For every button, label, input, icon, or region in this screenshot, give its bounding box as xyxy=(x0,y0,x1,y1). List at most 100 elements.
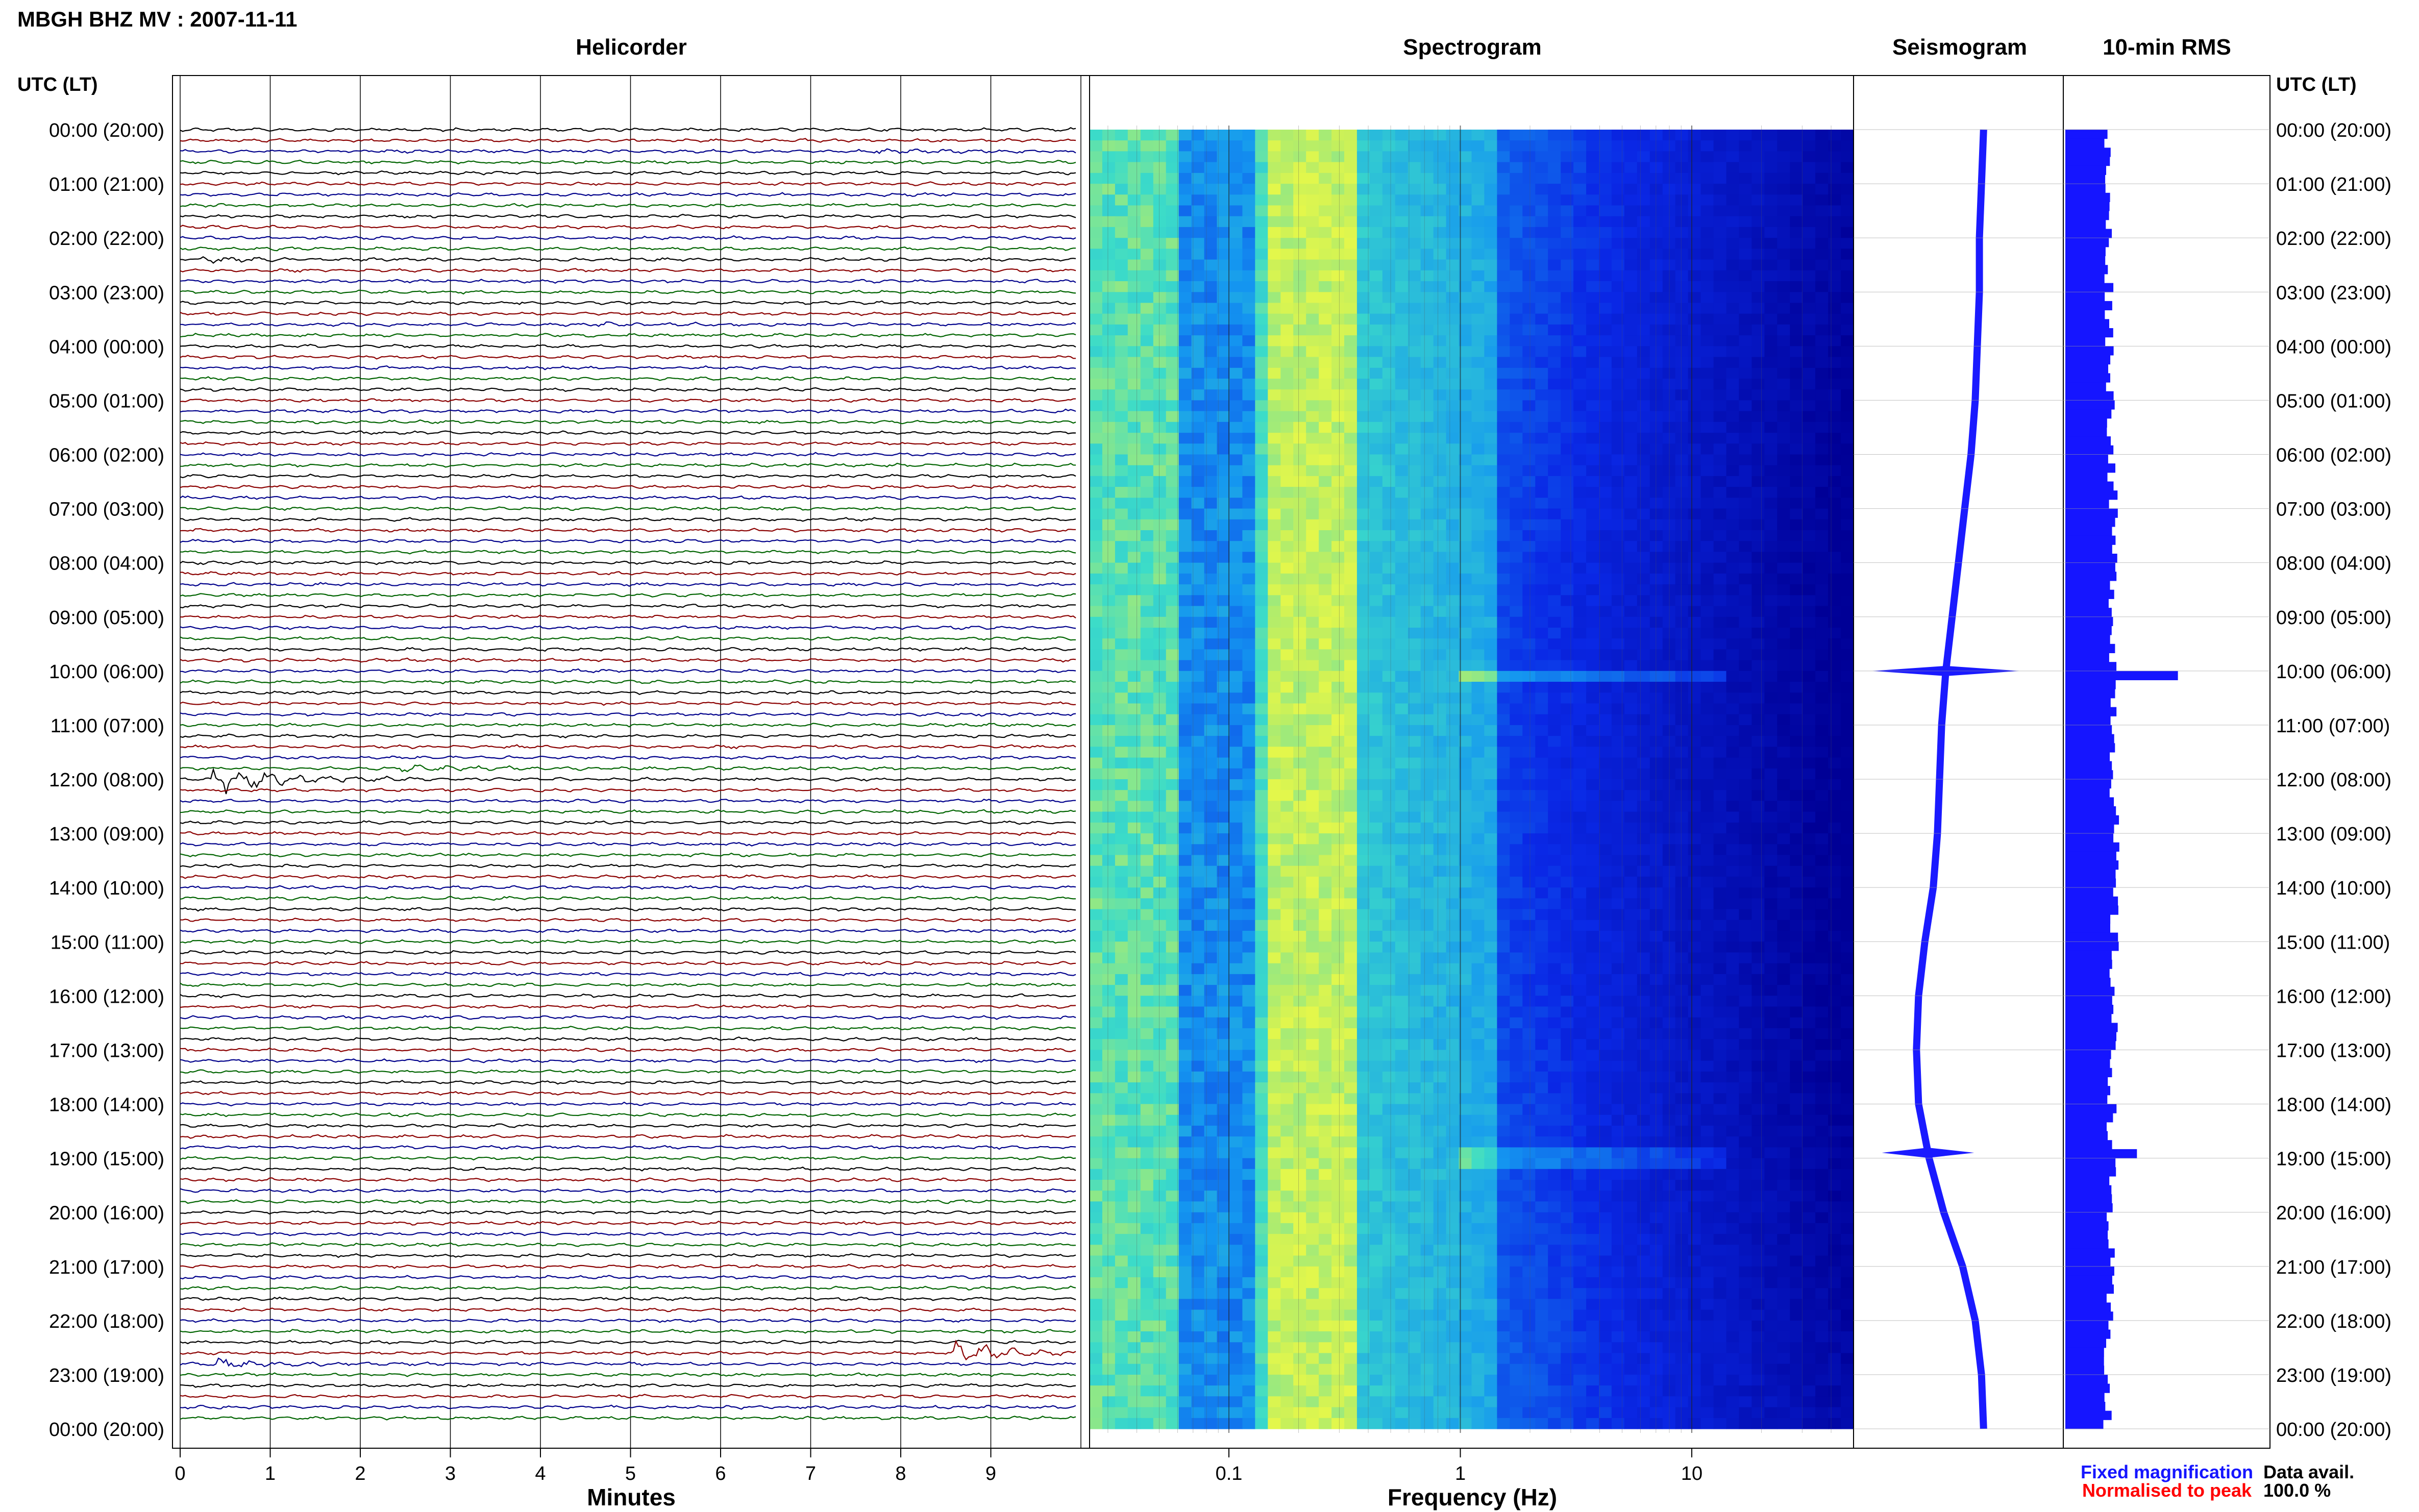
spectrogram-cell xyxy=(1280,216,1294,228)
spectrogram-cell xyxy=(1803,205,1816,217)
spectrogram-cell xyxy=(1395,249,1409,260)
spectrogram-cell xyxy=(1828,454,1841,466)
spectrogram-cell xyxy=(1115,184,1128,195)
spectrogram-cell xyxy=(1649,887,1663,899)
spectrogram-cell xyxy=(1739,130,1752,141)
spectrogram-cell xyxy=(1561,281,1574,292)
spectrogram-cell xyxy=(1815,725,1829,736)
spectrogram-cell xyxy=(1599,552,1612,563)
spectrogram-cell xyxy=(1561,130,1574,141)
spectrogram-cell xyxy=(1293,660,1306,672)
spectrogram-cell xyxy=(1459,216,1472,228)
spectrogram-cell xyxy=(1510,822,1523,834)
spectrogram-cell xyxy=(1356,682,1370,693)
spectrogram-cell xyxy=(1459,682,1472,693)
spectrogram-cell xyxy=(1586,931,1599,942)
spectrogram-cell xyxy=(1293,736,1306,747)
spectrogram-cell xyxy=(1127,357,1141,368)
spectrogram-cell xyxy=(1764,898,1778,910)
spectrogram-cell xyxy=(1395,790,1409,801)
spectrogram-cell xyxy=(1637,790,1650,801)
spectrogram-cell xyxy=(1459,172,1472,184)
spectrogram-cell xyxy=(1395,714,1409,726)
spectrogram-cell xyxy=(1675,628,1689,639)
spectrogram-cell xyxy=(1420,389,1434,401)
spectrogram-cell xyxy=(1090,422,1103,433)
spectrogram-cell xyxy=(1599,898,1612,910)
spectrogram-cell xyxy=(1764,584,1778,596)
spectrogram-cell xyxy=(1510,130,1523,141)
spectrogram-cell xyxy=(1280,541,1294,552)
spectrogram-cell xyxy=(1828,519,1841,531)
spectrogram-cell xyxy=(1280,140,1294,152)
spectrogram-cell xyxy=(1255,931,1269,942)
spectrogram-cell xyxy=(1140,616,1154,628)
spectrogram-cell xyxy=(1242,747,1256,758)
spectrogram-cell xyxy=(1573,367,1587,379)
spectrogram-cell xyxy=(1471,400,1485,412)
spectrogram-cell xyxy=(1471,303,1485,314)
spectrogram-cell xyxy=(1433,616,1447,628)
spectrogram-cell xyxy=(1204,768,1218,780)
helicorder-panel xyxy=(172,75,1090,1449)
spectrogram-cell xyxy=(1573,920,1587,931)
spectrogram-cell xyxy=(1166,227,1179,238)
spectrogram-cell xyxy=(1191,952,1205,964)
spectrogram-cell xyxy=(1369,433,1383,444)
spectrogram-cell xyxy=(1268,367,1281,379)
spectrogram-cell xyxy=(1408,736,1421,747)
spectrogram-cell xyxy=(1637,335,1650,346)
spectrogram-cell xyxy=(1828,541,1841,552)
spectrogram-cell xyxy=(1764,747,1778,758)
spectrogram-cell xyxy=(1484,801,1498,812)
spectrogram-cell xyxy=(1178,682,1192,693)
spectrogram-cell xyxy=(1586,465,1599,477)
spectrogram-cell xyxy=(1484,931,1498,942)
spectrogram-cell xyxy=(1548,324,1561,336)
spectrogram-cell xyxy=(1268,324,1281,336)
spectrogram-cell xyxy=(1841,941,1854,953)
spectrogram-cell xyxy=(1777,725,1790,736)
spectrogram-cell xyxy=(1331,519,1345,531)
spectrogram-cell xyxy=(1255,616,1269,628)
spectrogram-cell xyxy=(1420,379,1434,390)
spectrogram-cell xyxy=(1280,725,1294,736)
spectrogram-cell xyxy=(1700,952,1714,964)
spectrogram-cell xyxy=(1382,963,1396,975)
spectrogram-cell xyxy=(1726,454,1740,466)
spectrogram-cell xyxy=(1764,281,1778,292)
spectrogram-cell xyxy=(1319,920,1332,931)
spectrogram-cell xyxy=(1153,941,1167,953)
spectrogram-cell xyxy=(1522,833,1536,845)
helicorder-trace xyxy=(180,1275,1076,1280)
spectrogram-cell xyxy=(1484,714,1498,726)
spectrogram-cell xyxy=(1649,259,1663,271)
spectrogram-cell xyxy=(1484,281,1498,292)
spectrogram-cell xyxy=(1408,822,1421,834)
spectrogram-cell xyxy=(1140,562,1154,574)
spectrogram-cell xyxy=(1522,898,1536,910)
spectrogram-cell xyxy=(1777,747,1790,758)
spectrogram-cell xyxy=(1382,660,1396,672)
spectrogram-cell xyxy=(1127,887,1141,899)
spectrogram-cell xyxy=(1166,443,1179,455)
spectrogram-cell xyxy=(1586,335,1599,346)
spectrogram-cell xyxy=(1153,562,1167,574)
spectrogram-cell xyxy=(1599,476,1612,487)
spectrogram-cell xyxy=(1382,259,1396,271)
spectrogram-cell xyxy=(1586,822,1599,834)
spectrogram-cell xyxy=(1471,887,1485,899)
spectrogram-cell xyxy=(1319,974,1332,985)
spectrogram-cell xyxy=(1522,811,1536,823)
spectrogram-cell xyxy=(1751,974,1765,985)
helicorder-trace xyxy=(180,906,1076,912)
spectrogram-cell xyxy=(1408,238,1421,249)
spectrogram-cell xyxy=(1739,194,1752,206)
spectrogram-cell xyxy=(1090,811,1103,823)
spectrogram-cell xyxy=(1395,725,1409,736)
spectrogram-cell xyxy=(1484,227,1498,238)
spectrogram-cell xyxy=(1178,411,1192,423)
spectrogram-cell xyxy=(1841,194,1854,206)
spectrogram-cell xyxy=(1369,367,1383,379)
spectrogram-cell xyxy=(1408,411,1421,423)
